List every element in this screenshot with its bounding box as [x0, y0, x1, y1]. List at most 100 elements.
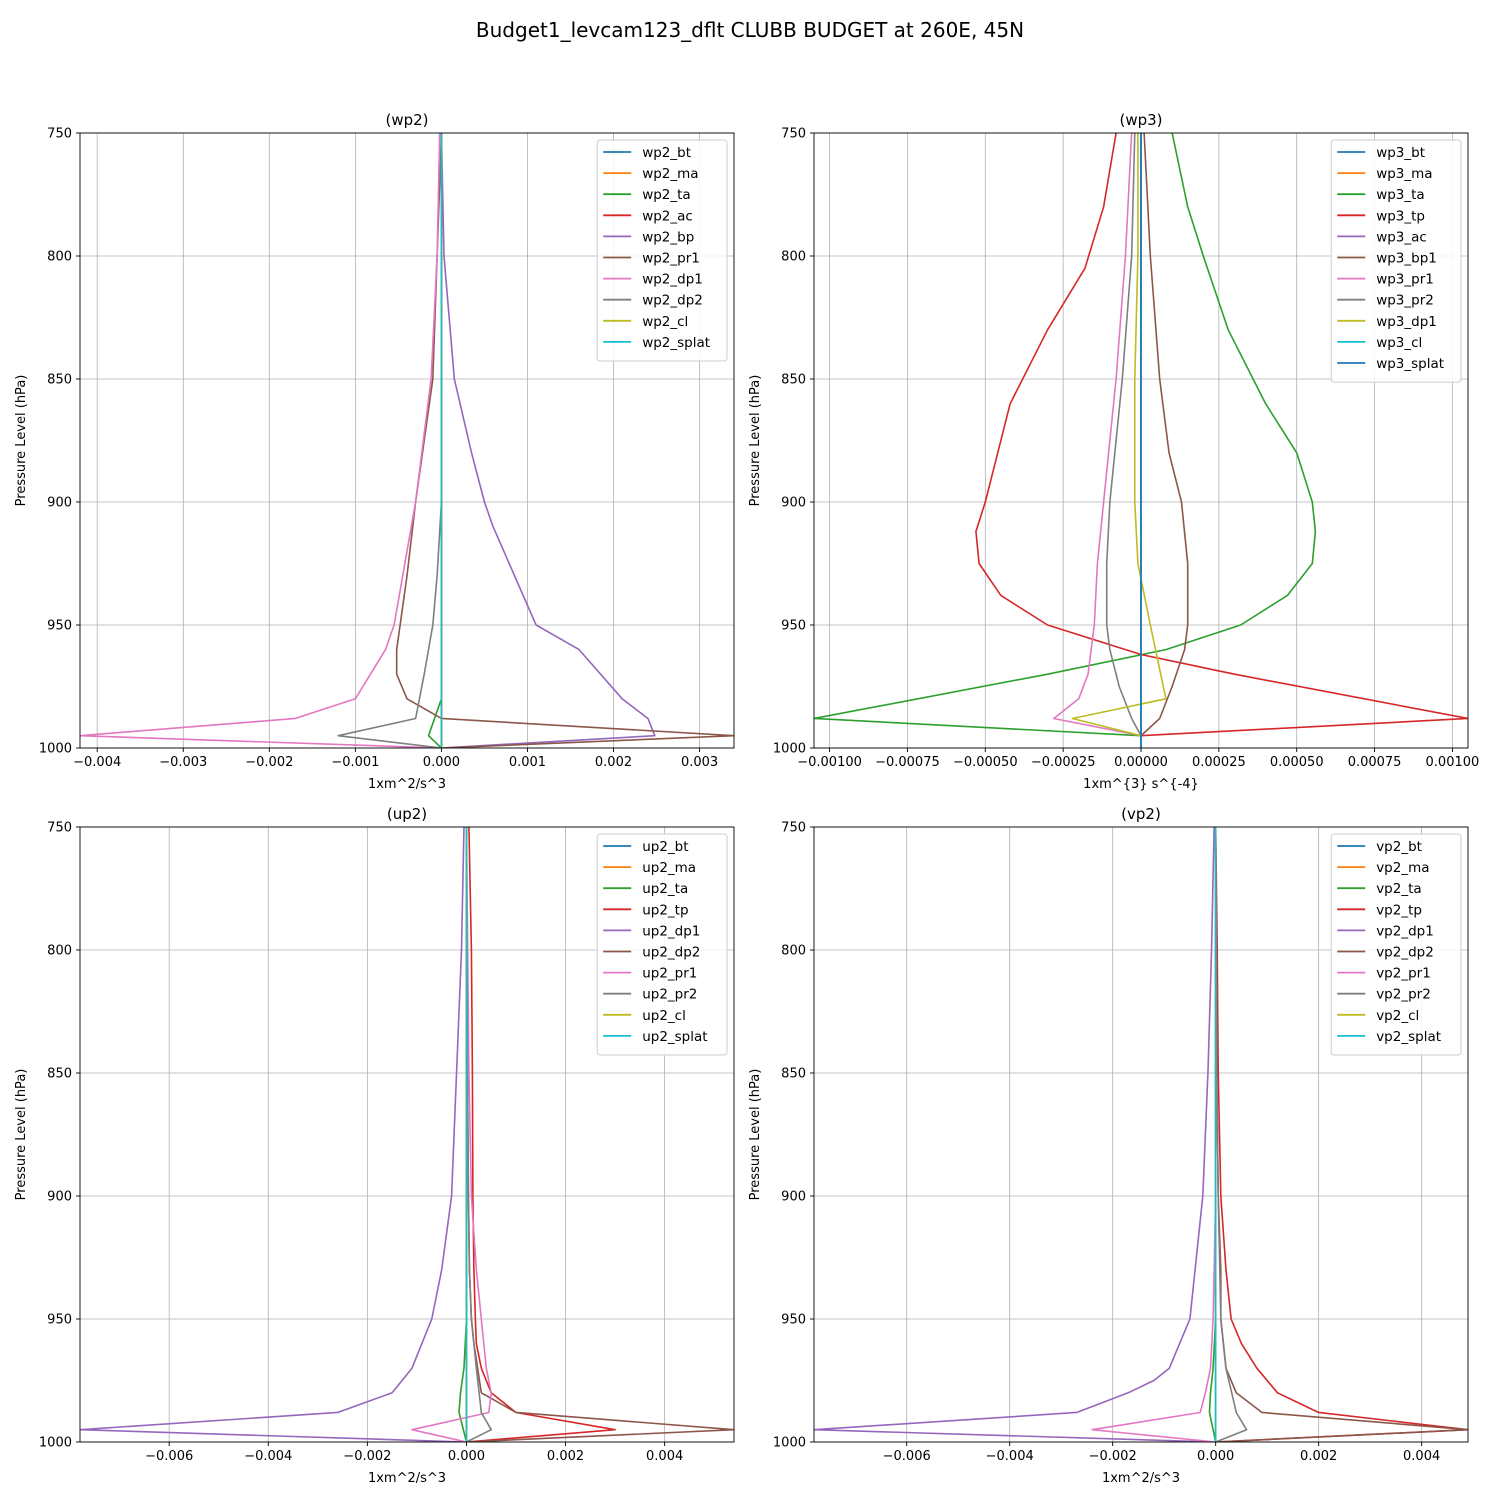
legend-entry: up2_ma — [642, 860, 696, 876]
x-tick-label: 0.00000 — [1114, 755, 1168, 770]
legend-entry: wp3_ma — [1376, 166, 1432, 182]
legend-entry: up2_pr1 — [642, 966, 697, 982]
legend-entry: up2_pr2 — [642, 987, 697, 1003]
legend-entry: wp3_cl — [1376, 335, 1422, 351]
legend: vp2_bt vp2_ma vp2_ta vp2_tp vp2_dp1 vp2_dp2vp… — [1330, 833, 1462, 1056]
y-axis-label: Pressure Level (hPa) — [14, 1069, 29, 1201]
x-axis-label: 1xm^2/s^3 — [368, 777, 446, 792]
y-tick-label: 750 — [47, 127, 72, 142]
x-axis-label: 1xm^2/s^3 — [368, 1471, 446, 1486]
x-tick-label: 0.002 — [1300, 1449, 1337, 1464]
series-line-vp2_dp1 — [814, 827, 1216, 1442]
legend: up2_bt up2_ma up2_ta up2_tp up2_dp1 up2_dp2up… — [596, 833, 728, 1056]
y-tick-label: 800 — [47, 944, 72, 959]
x-tick-label: −0.004 — [244, 1449, 292, 1464]
y-tick-label: 900 — [47, 1190, 72, 1205]
x-tick-label: −0.00050 — [953, 755, 1018, 770]
series-line-wp3_dp1 — [1071, 133, 1167, 737]
legend-entry: up2_dp2 — [642, 945, 700, 961]
series-line-up2_pr1 — [411, 827, 493, 1442]
legend-entry: wp3_splat — [1376, 356, 1444, 372]
x-tick-label: −0.004 — [73, 755, 121, 770]
x-axis-label: 1xm^2/s^3 — [1102, 1471, 1180, 1486]
y-tick-label: 1000 — [773, 1436, 806, 1451]
panel-2: −0.006 −0.004 −0.002 0.000 0.002 0.004 750 800 8… — [14, 805, 735, 1486]
legend-entry: up2_dp1 — [642, 923, 700, 939]
legend-entry: wp3_pr1 — [1376, 272, 1434, 288]
panel-3: −0.006 −0.004 −0.002 0.000 0.002 0.004 750 800 8… — [748, 805, 1469, 1486]
legend-box — [1330, 833, 1462, 1056]
y-tick-label: 1000 — [773, 742, 806, 757]
legend-box — [596, 833, 728, 1056]
series-line-vp2_pr2 — [1214, 827, 1248, 1442]
series-line-wp2_dp2 — [337, 133, 443, 748]
series-line-up2_pr2 — [465, 827, 493, 1442]
y-tick-label: 950 — [781, 619, 806, 634]
x-tick-label: 0.00100 — [1426, 755, 1480, 770]
legend-entry: vp2_dp1 — [1376, 923, 1434, 939]
legend-entry: wp2_pr1 — [642, 251, 700, 267]
series-line-wp3_pr1 — [1053, 133, 1142, 737]
legend-box — [596, 139, 728, 362]
legend-entry: vp2_splat — [1376, 1029, 1441, 1045]
series-line-wp3_pr2 — [1105, 133, 1142, 737]
panel-title: (up2) — [387, 805, 427, 823]
legend-entry: wp2_dp2 — [642, 293, 703, 309]
legend-entry: wp2_splat — [642, 335, 710, 351]
series-line-wp2_ta — [427, 133, 443, 748]
y-axis-label: Pressure Level (hPa) — [14, 375, 29, 507]
legend-entry: wp3_dp1 — [1376, 314, 1437, 330]
panel-1: −0.00100 −0.00075 −0.00050 −0.00025 0.00000 0… — [748, 111, 1479, 792]
figure-title: Budget1_levcam123_dflt CLUBB BUDGET at 2… — [476, 18, 1024, 42]
x-tick-label: −0.00100 — [797, 755, 862, 770]
x-tick-label: 0.003 — [681, 755, 718, 770]
y-tick-label: 750 — [781, 821, 806, 836]
series-group — [814, 827, 1468, 1442]
series-line-up2_dp1 — [80, 827, 467, 1442]
legend-entry: wp2_cl — [642, 314, 688, 330]
x-tick-label: −0.00075 — [875, 755, 940, 770]
legend-entry: wp2_ac — [642, 208, 693, 224]
legend-entry: wp2_bp — [642, 229, 694, 245]
x-tick-label: −0.002 — [1089, 1449, 1137, 1464]
x-tick-label: −0.006 — [145, 1449, 193, 1464]
y-tick-label: 900 — [781, 496, 806, 511]
legend-entry: vp2_cl — [1376, 1008, 1419, 1024]
series-line-wp2_pr1 — [395, 133, 734, 748]
legend-entry: vp2_pr1 — [1376, 966, 1431, 982]
x-tick-label: 0.000 — [1197, 1449, 1234, 1464]
x-tick-label: −0.00025 — [1031, 755, 1096, 770]
series-group — [814, 133, 1468, 748]
y-tick-label: 850 — [781, 1067, 806, 1082]
y-tick-label: 900 — [47, 496, 72, 511]
series-group — [80, 133, 734, 748]
x-tick-label: −0.002 — [343, 1449, 391, 1464]
series-line-wp3_tp — [975, 133, 1468, 737]
legend-entry: vp2_ma — [1376, 860, 1429, 876]
x-tick-label: 0.000 — [448, 1449, 485, 1464]
series-line-wp3_ta — [814, 133, 1317, 737]
y-tick-label: 950 — [47, 1313, 72, 1328]
legend-entry: up2_tp — [642, 902, 688, 918]
legend-entry: up2_ta — [642, 881, 688, 897]
series-line-wp2_dp1 — [80, 133, 442, 748]
y-tick-label: 750 — [47, 821, 72, 836]
legend-entry: wp2_bt — [642, 145, 691, 161]
panel-title: (wp3) — [1119, 111, 1162, 129]
x-axis-label: 1xm^{3} s^{-4} — [1083, 777, 1199, 792]
y-tick-label: 800 — [781, 250, 806, 265]
y-tick-label: 1000 — [39, 742, 72, 757]
x-tick-label: 0.002 — [595, 755, 632, 770]
legend-entry: up2_bt — [642, 839, 688, 855]
legend-entry: wp2_dp1 — [642, 272, 703, 288]
x-tick-label: −0.002 — [245, 755, 293, 770]
y-tick-label: 850 — [781, 373, 806, 388]
y-tick-label: 800 — [781, 944, 806, 959]
legend-entry: vp2_ta — [1376, 881, 1421, 897]
x-tick-label: 0.004 — [646, 1449, 683, 1464]
panel-title: (vp2) — [1121, 805, 1161, 823]
x-tick-label: −0.006 — [883, 1449, 931, 1464]
y-tick-label: 750 — [781, 127, 806, 142]
legend-entry: wp3_bt — [1376, 145, 1425, 161]
legend-entry: wp2_ta — [642, 187, 691, 203]
